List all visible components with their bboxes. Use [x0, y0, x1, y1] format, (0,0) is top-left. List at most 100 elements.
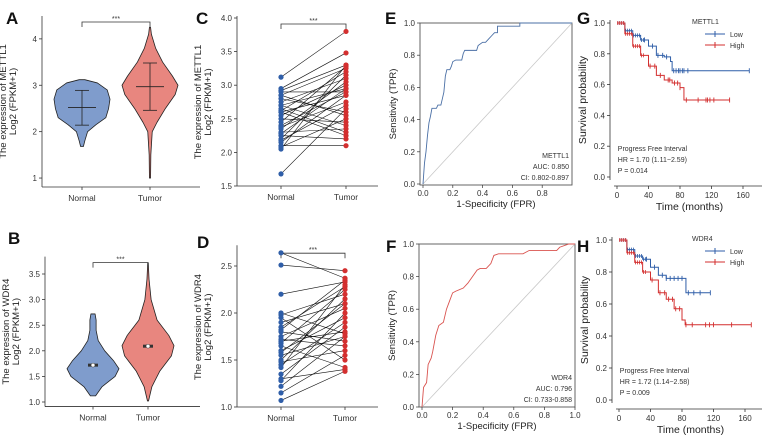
pair-line: [280, 128, 347, 133]
panel-h: H 0.0 0.2 0.4 0.6 0.8 1.0 0 40 80 120 160 Time (mont…: [577, 236, 762, 436]
tumor-point: [343, 133, 349, 139]
pair-line: [280, 371, 346, 401]
y-tick-label: 2.5: [221, 262, 233, 271]
panel-label: D: [197, 233, 209, 252]
legend-title: WDR4: [692, 236, 713, 243]
panel-a: A 1 2 3 4 Normal Tumor The expression of METTL1…: [0, 9, 200, 203]
pair-line: [280, 312, 346, 334]
significance-label: ***: [116, 257, 124, 264]
tumor-point: [343, 50, 349, 56]
pair-line: [280, 66, 347, 123]
tumor-point: [343, 112, 349, 119]
pair-line: [280, 252, 346, 279]
pair-line: [280, 350, 346, 363]
pair-line: [280, 118, 347, 148]
x-tick-label: 40: [644, 191, 653, 200]
pair-line: [280, 78, 347, 103]
x-tick-label: Normal: [267, 413, 295, 423]
x-tick-label: 0.6: [508, 411, 520, 420]
x-tick-label: 0.8: [539, 411, 551, 420]
x-tick-label: 0: [617, 414, 622, 423]
x-tick-label: 120: [705, 191, 719, 200]
km-stat-text: Progress Free Interval: [618, 146, 688, 153]
tumor-point: [342, 357, 348, 363]
x-tick-label: Tumor: [138, 193, 162, 203]
y-tick-label: 0.6: [403, 305, 415, 314]
normal-point: [278, 262, 284, 268]
pair-line: [280, 298, 346, 361]
pair-line: [280, 326, 346, 375]
tumor-point: [343, 106, 349, 112]
plot-frame: [419, 22, 573, 186]
y-axis-title: The expression of METTL1: [193, 45, 204, 160]
y-tick-label: 2.5: [29, 321, 41, 330]
y-axis-title: The expression of METTL1: [0, 44, 9, 159]
pair-line: [280, 331, 346, 342]
y-tick-label: 1.0: [221, 403, 233, 412]
normal-point: [278, 250, 284, 256]
significance-label: ***: [309, 18, 317, 25]
pair-line: [280, 281, 346, 295]
pair-line: [280, 303, 346, 323]
x-tick-label: 160: [738, 414, 752, 423]
pair-line: [280, 303, 346, 353]
normal-point: [278, 390, 284, 396]
tumor-point: [343, 62, 349, 68]
y-tick-label: 0.2: [403, 370, 415, 379]
x-tick-label: Tumor: [136, 413, 160, 423]
normal-point: [278, 146, 284, 152]
tumor-point: [342, 343, 348, 349]
normal-point: [278, 171, 284, 177]
x-tick-label: 0.4: [478, 411, 490, 420]
pair-line: [280, 52, 347, 89]
tumor-point: [342, 315, 348, 321]
roc-curve: [421, 243, 575, 408]
x-tick-label: 0.2: [447, 411, 459, 420]
pair-line: [280, 336, 346, 356]
y-axis-title: Survival probability: [579, 275, 591, 364]
legend-label-high: High: [730, 43, 745, 50]
auc-label: AUC: 0.796: [536, 386, 572, 393]
x-tick-label: 0.2: [447, 189, 459, 198]
y-tick-label: 0.2: [594, 142, 606, 151]
y-tick-label: 0.8: [594, 50, 606, 59]
y-axis-title: Sensitivity (TPR): [388, 69, 399, 140]
y-axis-title: The expression of WDR4: [193, 274, 204, 380]
x-axis-title: 1-Specificity (FPR): [456, 199, 535, 210]
pair-line: [280, 101, 347, 128]
y-tick-label: 1.5: [221, 182, 233, 191]
y-tick-label: 1.0: [596, 236, 608, 245]
tumor-point: [342, 338, 348, 344]
tumor-point: [342, 282, 348, 288]
tumor-point: [342, 286, 348, 293]
normal-point: [278, 378, 284, 384]
y-tick-label: 0.0: [596, 396, 608, 405]
x-tick-label: 0.6: [507, 189, 519, 198]
pair-line: [280, 91, 347, 126]
tumor-point: [342, 268, 348, 274]
pair-line: [280, 64, 347, 150]
x-tick-label: 160: [736, 191, 750, 200]
y-tick-label: 0.4: [403, 338, 415, 347]
y-tick-label: 3: [33, 81, 38, 90]
panel-label: A: [6, 9, 18, 28]
pair-line: [280, 84, 347, 116]
y-tick-label: 2: [33, 128, 38, 137]
y-tick-label: 1.0: [403, 240, 415, 249]
plot-frame: [418, 243, 576, 408]
y-tick-label: 0.2: [596, 364, 608, 373]
pair-line: [280, 94, 347, 113]
normal-point: [278, 315, 284, 321]
panel-label: E: [385, 9, 396, 28]
panel-f: F 0.0 0.2 0.4 0.6 0.8 1.0 0.0 0.2 0.4 0.6 0.8 1.0 1-S…: [386, 237, 581, 432]
y-axis-title-unit: Log2 (FPKM+1): [203, 293, 214, 360]
tumor-point: [342, 277, 348, 283]
tumor-point: [343, 143, 349, 149]
tumor-point: [342, 301, 348, 307]
normal-point: [278, 336, 284, 342]
pair-line: [280, 336, 346, 387]
tumor-point: [342, 319, 348, 325]
x-tick-label: 80: [678, 414, 687, 423]
y-tick-label: 2.0: [29, 347, 41, 356]
